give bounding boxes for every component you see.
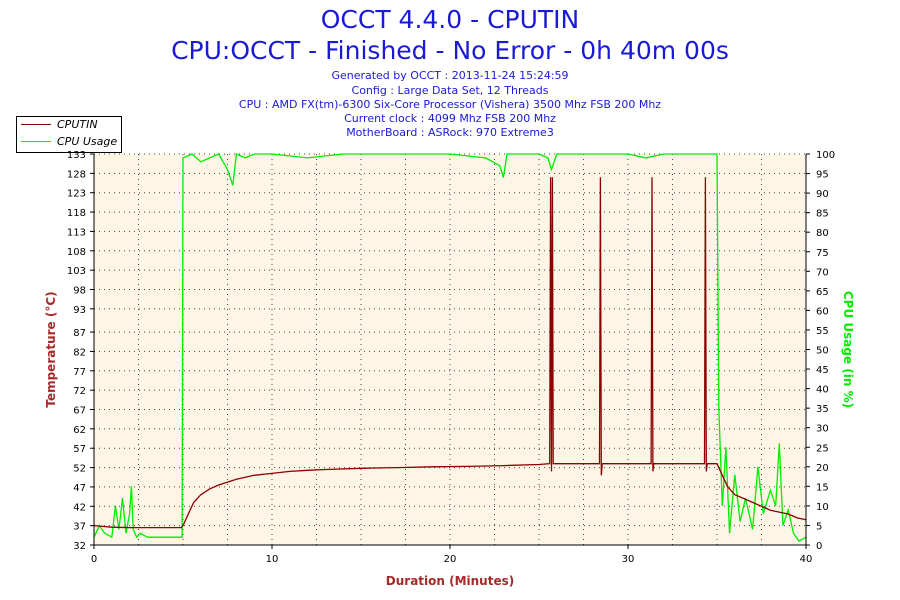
info-generated: Generated by OCCT : 2013-11-24 15:24:59: [331, 69, 569, 82]
y-tick-label: 52: [73, 464, 86, 475]
y-tick-label: 77: [73, 367, 86, 378]
y2-tick-label: 30: [816, 424, 829, 435]
y-tick-label: 113: [67, 227, 86, 238]
info-cpu: CPU : AMD FX(tm)-6300 Six-Core Processor…: [238, 98, 662, 111]
line-cpu-usage: [93, 153, 807, 542]
y2-tick-label: 75: [816, 248, 829, 259]
x-tick-label: 30: [622, 554, 635, 565]
x-tick-label: 10: [266, 554, 279, 565]
y2-tick-label: 20: [816, 463, 829, 474]
y2-axis-label: CPU Usage (in %): [841, 291, 855, 408]
info-motherboard: MotherBoard : ASRock: 970 Extreme3: [346, 126, 554, 139]
y-tick-label: 93: [73, 305, 86, 316]
y-tick-label: 103: [67, 266, 86, 277]
line-cputin: [93, 177, 807, 529]
y-tick-label: 42: [73, 502, 86, 513]
y-axis-label: Temperature (°C): [44, 291, 58, 407]
x-tick-label: 0: [91, 554, 97, 565]
info-config: Config : Large Data Set, 12 Threads: [351, 84, 549, 97]
legend-item-cputin: CPUTIN: [17, 117, 121, 133]
series-cputin: [93, 177, 807, 529]
y2-tick-label: 55: [816, 326, 829, 337]
y-tick-label: 133: [67, 150, 86, 161]
y-tick-label: 47: [73, 483, 86, 494]
y-tick-label: 62: [73, 425, 86, 436]
tick-labels: 32 37 42 47 52 57 62 67 72 77 82 87 93 98 103 108 113 118…: [67, 150, 835, 565]
y2-tick-label: 0: [816, 541, 822, 552]
chart-title: OCCT 4.4.0 - CPUTIN: [320, 5, 580, 34]
y2-tick-label: 45: [816, 365, 829, 376]
y2-tick-label: 80: [816, 228, 829, 239]
y-tick-label: 123: [67, 189, 86, 200]
y-tick-label: 128: [67, 169, 86, 180]
y2-tick-label: 40: [816, 385, 829, 396]
y2-tick-label: 50: [816, 346, 829, 357]
legend: CPUTIN CPU Usage: [16, 116, 122, 153]
y-tick-label: 57: [73, 444, 86, 455]
y2-tick-label: 95: [816, 170, 829, 181]
y-tick-label: 32: [73, 541, 86, 552]
legend-item-cpu-usage: CPU Usage: [17, 134, 121, 150]
y-tick-label: 87: [73, 328, 86, 339]
y2-tick-label: 5: [816, 521, 822, 532]
legend-label-cputin: CPUTIN: [57, 118, 98, 131]
y-tick-label: 98: [73, 285, 86, 296]
y-tick-label: 72: [73, 386, 86, 397]
chart-subtitle: CPU:OCCT - Finished - No Error - 0h 40m …: [171, 36, 729, 65]
y2-tick-label: 60: [816, 306, 829, 317]
y2-tick-label: 15: [816, 482, 829, 493]
y2-tick-label: 65: [816, 287, 829, 298]
legend-swatch-cpu-usage: [21, 141, 51, 142]
y2-tick-label: 90: [816, 189, 829, 200]
x-tick-label: 20: [444, 554, 457, 565]
legend-swatch-cputin: [21, 124, 51, 125]
y-tick-label: 82: [73, 347, 86, 358]
y2-tick-label: 35: [816, 404, 829, 415]
x-axis-label: Duration (Minutes): [386, 574, 514, 588]
y2-tick-label: 70: [816, 267, 829, 278]
x-tick-label: 40: [800, 554, 813, 565]
legend-label-cpu-usage: CPU Usage: [57, 135, 118, 148]
y2-tick-label: 10: [816, 502, 829, 513]
series-cpu-usage: [93, 153, 807, 542]
y-tick-label: 108: [67, 247, 86, 258]
y2-tick-label: 100: [816, 150, 835, 161]
y-tick-label: 118: [67, 208, 86, 219]
y-tick-label: 37: [73, 522, 86, 533]
info-clock: Current clock : 4099 Mhz FSB 200 Mhz: [344, 112, 556, 125]
y2-tick-label: 25: [816, 443, 829, 454]
y2-tick-label: 85: [816, 209, 829, 220]
y-tick-label: 67: [73, 406, 86, 417]
